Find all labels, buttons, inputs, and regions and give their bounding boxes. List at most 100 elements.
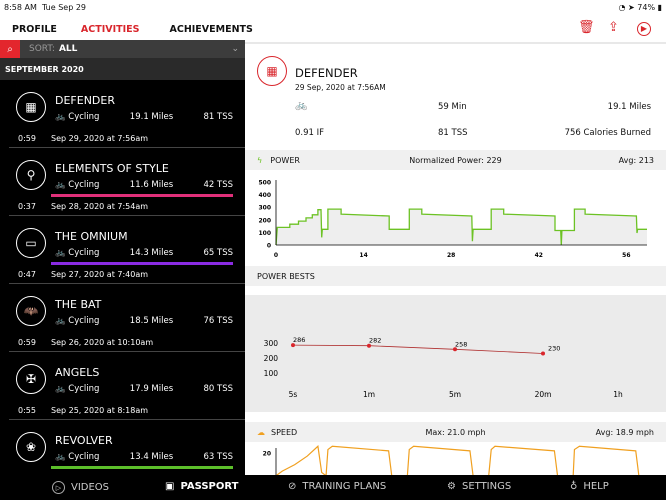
detail-distance: 19.1 Miles (607, 102, 651, 112)
activity-color-stripe (51, 466, 233, 469)
activity-tss: 80 TSS (203, 384, 233, 394)
bike-icon: 🚲 (55, 248, 66, 258)
bests-point (367, 343, 371, 348)
activity-item[interactable]: 🦇 THE BAT 🚲 Cycling 18.5 Miles 76 TSS 0:… (9, 284, 245, 352)
activity-list: ▦ DEFENDER 🚲 Cycling 19.1 Miles 81 TSS 0… (0, 80, 245, 475)
activity-miles: 17.9 Miles (129, 384, 174, 394)
activity-miles: 18.5 Miles (129, 316, 174, 326)
power-bests-chart: 100 200 300 5s 1m 5m 20m 1h 286 282 258 230 (245, 295, 666, 412)
speed-title: SPEED (271, 427, 298, 437)
videos-button[interactable]: ▷ VIDEOS (52, 481, 109, 494)
activity-duration: 0:47 (18, 270, 36, 279)
bests-value-label: 282 (369, 337, 381, 345)
x-tick-label: 1h (613, 390, 623, 399)
activity-item[interactable]: ⚲ ELEMENTS OF STYLE 🚲 Cycling 11.6 Miles… (9, 148, 245, 216)
help-button[interactable]: ♁ HELP (570, 481, 609, 492)
x-tick-label: 5m (449, 390, 461, 399)
bests-value-label: 230 (548, 345, 560, 353)
speed-max: Max: 21.0 mph (425, 427, 486, 437)
activity-item[interactable]: ▦ DEFENDER 🚲 Cycling 19.1 Miles 81 TSS 0… (9, 80, 245, 148)
bests-value-label: 286 (293, 336, 305, 344)
sort-value[interactable]: ALL (58, 44, 78, 54)
bike-icon: 🚲 (55, 180, 66, 190)
x-tick-label: 20m (535, 390, 552, 399)
activity-date: Sep 25, 2020 at 8:18am (51, 406, 149, 415)
activity-item[interactable]: ❀ REVOLVER 🚲 Cycling 13.4 Miles 63 TSS (9, 420, 245, 475)
activity-miles: 13.4 Miles (129, 452, 174, 462)
activity-type: Cycling (68, 248, 100, 258)
power-chart: 0 100 200 300 400 500 0 14 28 42 56 (258, 180, 647, 259)
activity-badge-icon: ▦ (16, 92, 46, 122)
sort-label: SORT: (29, 44, 55, 54)
activity-name: REVOLVER (55, 434, 113, 447)
y-tick-label: 20 (263, 450, 271, 457)
activity-duration: 0:59 (18, 338, 36, 347)
activity-tss: 81 TSS (203, 112, 233, 122)
y-tick-label: 400 (258, 192, 271, 199)
search-button[interactable]: ⌕ (0, 40, 20, 58)
y-tick-label: 200 (258, 217, 271, 224)
bests-point (541, 351, 545, 356)
bike-icon: 🚲 (55, 112, 66, 122)
tab-activities[interactable]: ACTIVITIES (80, 23, 140, 35)
activity-miles: 14.3 Miles (129, 248, 174, 258)
activity-type: Cycling (68, 452, 100, 462)
sort-bar[interactable]: ⌕ SORT: ALL ⌄ (0, 40, 245, 58)
detail-date: 29 Sep, 2020 at 7:56AM (295, 83, 386, 92)
detail-duration: 59 Min (438, 102, 467, 112)
bike-icon: 🚲 (55, 384, 66, 394)
trash-icon[interactable]: 🗑 (578, 20, 595, 35)
speed-chart: 20 (263, 445, 640, 475)
settings-button[interactable]: ⚙ SETTINGS (447, 481, 512, 492)
activity-detail: ▦ DEFENDER 29 Sep, 2020 at 7:56AM 🚲 59 M… (245, 42, 666, 475)
activity-tss: 42 TSS (203, 180, 233, 190)
activity-name: DEFENDER (55, 94, 115, 107)
activity-tss: 76 TSS (203, 316, 233, 326)
play-circle-icon: ▷ (52, 481, 65, 494)
bike-icon: 🚲 (55, 452, 66, 462)
activity-badge-icon: 🦇 (16, 296, 46, 326)
lightning-icon: ϟ (257, 155, 263, 165)
x-tick-label: 14 (359, 252, 367, 259)
detail-calories: 756 Calories Burned (564, 128, 651, 138)
activity-item[interactable]: ✠ ANGELS 🚲 Cycling 17.9 Miles 80 TSS 0:5… (9, 352, 245, 420)
status-time: 8:58 AM (4, 3, 37, 12)
y-tick-label: 100 (264, 369, 279, 378)
speed-icon: ☁ (257, 427, 265, 437)
lightbulb-icon: ♁ (570, 481, 578, 492)
y-tick-label: 300 (258, 205, 271, 212)
activity-miles: 19.1 Miles (129, 112, 174, 122)
share-icon[interactable]: ⇪ (608, 20, 619, 35)
power-bests-title: POWER BESTS (257, 271, 315, 281)
activity-name: THE OMNIUM (55, 230, 128, 243)
top-nav: PROFILE ACTIVITIES ACHIEVEMENTS (0, 16, 666, 42)
x-tick-label: 5s (289, 390, 298, 399)
activity-type: Cycling (68, 112, 100, 122)
activity-date: Sep 27, 2020 at 7:40am (51, 270, 149, 279)
activity-duration: 0:55 (18, 406, 36, 415)
activity-color-stripe (51, 194, 233, 197)
speed-line (275, 445, 640, 475)
passport-icon: ▣ (165, 481, 175, 492)
x-tick-label: 42 (535, 252, 543, 259)
activity-type: Cycling (68, 180, 100, 190)
y-tick-label: 200 (264, 354, 279, 363)
tab-profile[interactable]: PROFILE (12, 23, 57, 35)
activity-item[interactable]: ▭ THE OMNIUM 🚲 Cycling 14.3 Miles 65 TSS… (9, 216, 245, 284)
activity-badge-icon: ✠ (16, 364, 46, 394)
passport-button[interactable]: ▣ PASSPORT (165, 481, 239, 492)
x-tick-label: 56 (622, 252, 630, 259)
power-bests-header: POWER BESTS (245, 266, 666, 286)
play-icon[interactable]: ▶ (637, 22, 651, 36)
bests-point (453, 347, 457, 352)
tab-achievements[interactable]: ACHIEVEMENTS (169, 23, 253, 35)
detail-if: 0.91 IF (295, 128, 325, 138)
training-plans-button[interactable]: ⊘ TRAINING PLANS (288, 481, 387, 492)
activity-color-stripe (51, 262, 233, 265)
activity-name: THE BAT (55, 298, 102, 311)
chevron-down-icon[interactable]: ⌄ (231, 44, 239, 54)
activity-miles: 11.6 Miles (129, 180, 174, 190)
bests-point (291, 343, 295, 348)
activity-badge-icon: ❀ (16, 432, 46, 462)
detail-tss: 81 TSS (438, 128, 468, 138)
